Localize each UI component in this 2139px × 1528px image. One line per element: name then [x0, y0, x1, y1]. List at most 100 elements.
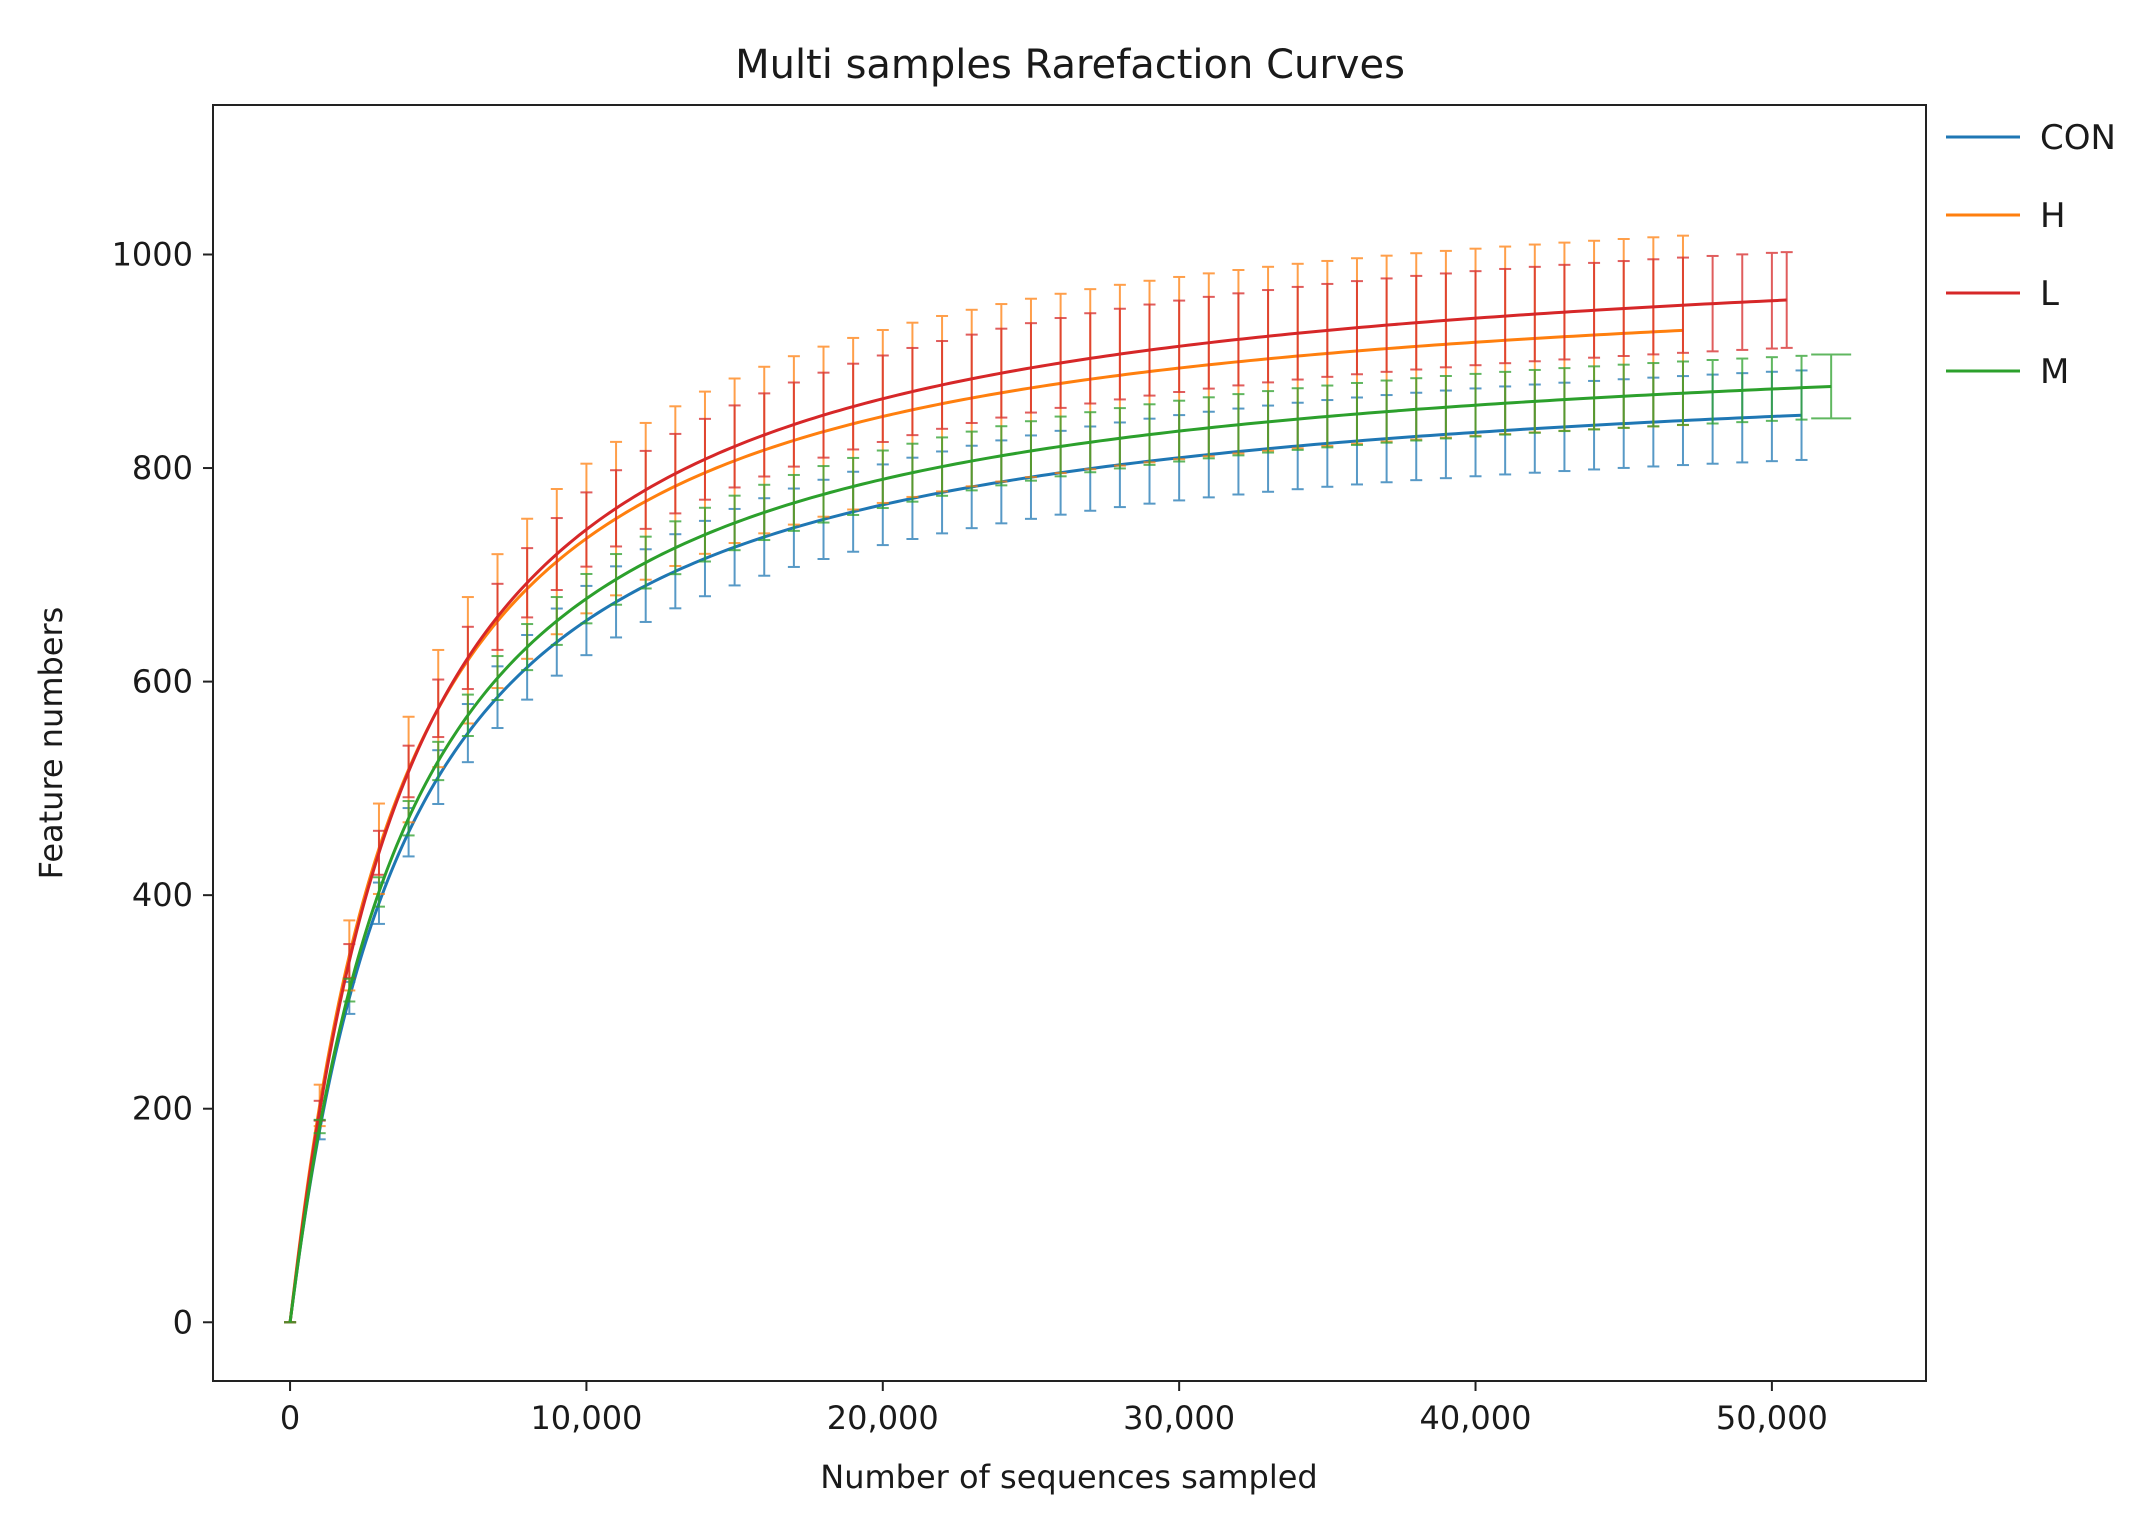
error-bar: [1321, 384, 1334, 449]
error-bar: [936, 340, 949, 430]
legend-item-h[interactable]: H: [1946, 196, 2066, 236]
error-bar: [1350, 381, 1363, 446]
error-bar: [1558, 263, 1571, 361]
chart-title: Multi samples Rarefaction Curves: [735, 42, 1405, 88]
error-bar: [1054, 317, 1067, 409]
error-bar: [1558, 367, 1571, 433]
error-bar: [1676, 360, 1689, 426]
error-bar: [372, 829, 385, 876]
error-bar: [1202, 396, 1215, 460]
series-line-l: [288, 298, 1787, 1323]
error-bar: [1024, 322, 1037, 414]
error-bar: [1143, 403, 1156, 466]
error-bar: [906, 442, 919, 503]
error-bar: [1676, 256, 1689, 354]
error-bar: [936, 436, 949, 497]
error-bar: [787, 473, 800, 532]
y-tick-label: 400: [132, 876, 193, 914]
error-bar: [639, 449, 652, 530]
error-bar: [1617, 260, 1630, 358]
error-bar: [343, 977, 356, 1003]
error-bar: [1084, 411, 1097, 474]
error-bar: [1350, 280, 1363, 376]
legend[interactable]: CON HLM: [1946, 118, 2116, 392]
error-bar: [1736, 253, 1749, 351]
error-bar: [876, 449, 889, 510]
error-bar: [580, 572, 593, 625]
y-tick-label: 1000: [112, 235, 193, 273]
error-bar: [876, 354, 889, 443]
error-bar: [669, 432, 682, 515]
error-bar: [610, 553, 623, 606]
error-bar: [1439, 272, 1452, 369]
error-bar: [1410, 377, 1423, 442]
error-bar: [491, 582, 504, 651]
error-bar: [1380, 379, 1393, 444]
legend-label-m: M: [2040, 352, 2069, 392]
legend-label-con: CON: [2040, 118, 2116, 158]
error-bar: [1811, 353, 1852, 420]
error-bar: [758, 483, 771, 542]
error-bar: [1469, 270, 1482, 367]
series-line-con: [288, 413, 1802, 1323]
error-bar: [1736, 357, 1749, 424]
plot-area: [212, 104, 1927, 1382]
error-bar: [817, 465, 830, 524]
error-bar: [1647, 258, 1660, 356]
legend-item-l[interactable]: L: [1946, 274, 2059, 314]
error-bar: [847, 362, 860, 451]
error-bar: [1647, 362, 1660, 428]
error-bar: [698, 417, 711, 501]
series-layer: [284, 234, 1852, 1324]
error-bar: [1380, 277, 1393, 373]
error-bar: [1202, 295, 1215, 390]
legend-label-h: H: [2040, 196, 2066, 236]
y-tick-label: 200: [132, 1090, 193, 1128]
error-bar: [372, 876, 385, 908]
x-tick-label: 0: [280, 1399, 300, 1437]
error-bar: [313, 1118, 326, 1135]
error-bar: [1113, 407, 1126, 470]
error-bar: [402, 800, 415, 837]
x-tick-label: 40,000: [1420, 1399, 1532, 1437]
error-bar: [1113, 307, 1126, 401]
error-bar: [698, 506, 711, 563]
x-tick-label: 50,000: [1716, 1399, 1828, 1437]
y-tick-label: 0: [173, 1303, 193, 1341]
y-tick-label: 800: [132, 449, 193, 487]
error-bar: [1588, 365, 1601, 431]
error-bar: [1232, 393, 1245, 457]
error-bar: [1291, 285, 1304, 381]
error-bar: [847, 456, 860, 516]
error-bar: [728, 404, 741, 489]
error-bar: [787, 381, 800, 468]
y-axis-label: Feature numbers: [32, 607, 70, 880]
axes-layer: 0 10,000 20,000 30,000 40,000 50,000 0 200 400 60…: [112, 235, 1828, 1437]
x-tick-label: 30,000: [1123, 1399, 1235, 1437]
error-bar: [1765, 251, 1778, 350]
error-bar: [965, 430, 978, 492]
x-tick-label: 10,000: [530, 1399, 642, 1437]
error-bar: [1262, 390, 1275, 454]
error-bar: [1706, 358, 1719, 425]
plot-frame: [212, 104, 1927, 1382]
legend-item-m[interactable]: M: [1946, 352, 2069, 392]
error-bar: [1291, 387, 1304, 451]
error-bar: [758, 392, 771, 478]
legend-item-con[interactable]: CON: [1946, 118, 2116, 158]
error-bar: [995, 425, 1008, 487]
error-bar: [1262, 289, 1275, 384]
error-bar: [1499, 370, 1512, 436]
error-bar: [580, 491, 593, 568]
error-bar: [1321, 282, 1334, 378]
error-bar: [728, 494, 741, 552]
error-bar: [1024, 420, 1037, 482]
error-bars-l: [284, 251, 1793, 1324]
error-bar: [1084, 312, 1097, 405]
error-bar: [1588, 261, 1601, 359]
error-bar: [1143, 303, 1156, 397]
error-bar: [639, 535, 652, 590]
error-bar: [1528, 368, 1541, 434]
